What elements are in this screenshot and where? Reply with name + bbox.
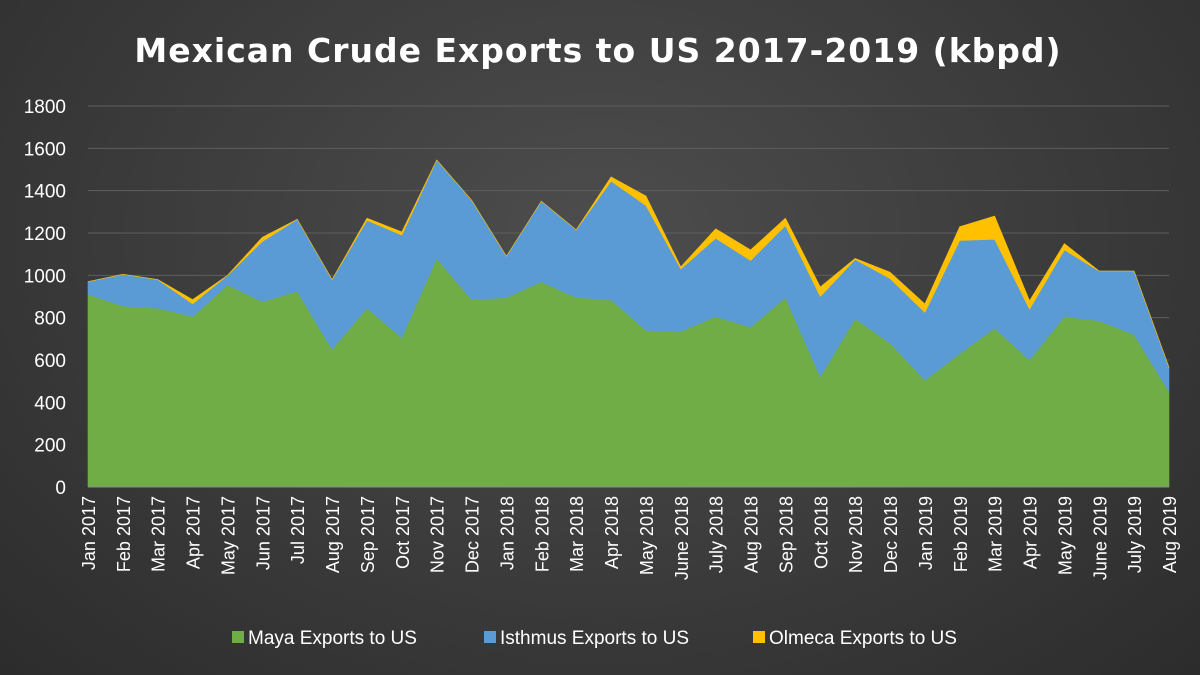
- x-tick-label: Jan 2018: [497, 496, 517, 570]
- x-tick-label: May 2017: [218, 496, 238, 575]
- legend-swatch: [753, 631, 765, 643]
- x-tick-label: Apr 2019: [1021, 496, 1041, 569]
- x-tick-label: Aug 2019: [1160, 496, 1180, 573]
- legend-swatch: [484, 631, 496, 643]
- y-tick-label: 1800: [24, 97, 66, 118]
- x-tick-label: Apr 2018: [602, 496, 622, 569]
- x-tick-label: Nov 2018: [846, 496, 866, 573]
- legend: Maya Exports to US Isthmus Exports to US O…: [232, 628, 957, 649]
- x-tick-label: Jan 2019: [916, 496, 936, 570]
- x-tick-label: Aug 2017: [323, 496, 343, 573]
- x-tick-label: June 2018: [672, 496, 692, 580]
- y-tick-label: 800: [34, 309, 66, 330]
- series-areas: [87, 159, 1170, 488]
- x-tick-label: Feb 2019: [951, 496, 971, 572]
- x-tick-label: July 2018: [707, 496, 727, 573]
- x-tick-label: Jul 2017: [288, 496, 308, 564]
- x-axis-tick-labels: Jan 2017 Feb 2017 Mar 2017 Apr 2017 May 2017…: [79, 496, 1180, 580]
- y-axis-tick-labels: 0 200 400 600 800 1000 1200 1400 1600 1800: [24, 97, 66, 499]
- x-tick-label: Mar 2018: [567, 496, 587, 572]
- x-tick-label: June 2019: [1090, 496, 1110, 580]
- x-tick-label: Jan 2017: [79, 496, 99, 570]
- x-tick-label: July 2019: [1125, 496, 1145, 573]
- legend-label: Maya Exports to US: [248, 628, 417, 649]
- x-tick-label: Feb 2017: [114, 496, 134, 572]
- x-tick-label: Mar 2019: [986, 496, 1006, 572]
- y-tick-label: 1600: [24, 139, 66, 160]
- legend-label: Olmeca Exports to US: [769, 628, 957, 649]
- series-area-olmeca: [87, 159, 1170, 368]
- y-tick-label: 600: [34, 351, 66, 372]
- x-tick-label: Sep 2018: [776, 496, 796, 573]
- x-tick-label: Mar 2017: [149, 496, 169, 572]
- x-tick-label: Jun 2017: [253, 496, 273, 570]
- y-tick-label: 1200: [24, 224, 66, 245]
- x-tick-label: Oct 2018: [811, 496, 831, 569]
- y-tick-label: 400: [34, 393, 66, 414]
- x-tick-label: Apr 2017: [184, 496, 204, 569]
- chart-title: Mexican Crude Exports to US 2017-2019 (k…: [134, 31, 1061, 70]
- x-tick-label: Dec 2017: [463, 496, 483, 573]
- y-tick-label: 1000: [24, 266, 66, 287]
- legend-label: Isthmus Exports to US: [500, 628, 689, 649]
- x-tick-label: Dec 2018: [881, 496, 901, 573]
- y-tick-label: 200: [34, 436, 66, 457]
- x-tick-label: Feb 2018: [532, 496, 552, 572]
- y-tick-label: 0: [55, 478, 66, 499]
- x-tick-label: May 2019: [1055, 496, 1075, 575]
- x-tick-label: Oct 2017: [393, 496, 413, 569]
- y-tick-label: 1400: [24, 182, 66, 203]
- x-tick-label: May 2018: [637, 496, 657, 575]
- x-tick-label: Sep 2017: [358, 496, 378, 573]
- legend-swatch: [232, 631, 244, 643]
- x-tick-label: Nov 2017: [428, 496, 448, 573]
- x-tick-label: Aug 2018: [742, 496, 762, 573]
